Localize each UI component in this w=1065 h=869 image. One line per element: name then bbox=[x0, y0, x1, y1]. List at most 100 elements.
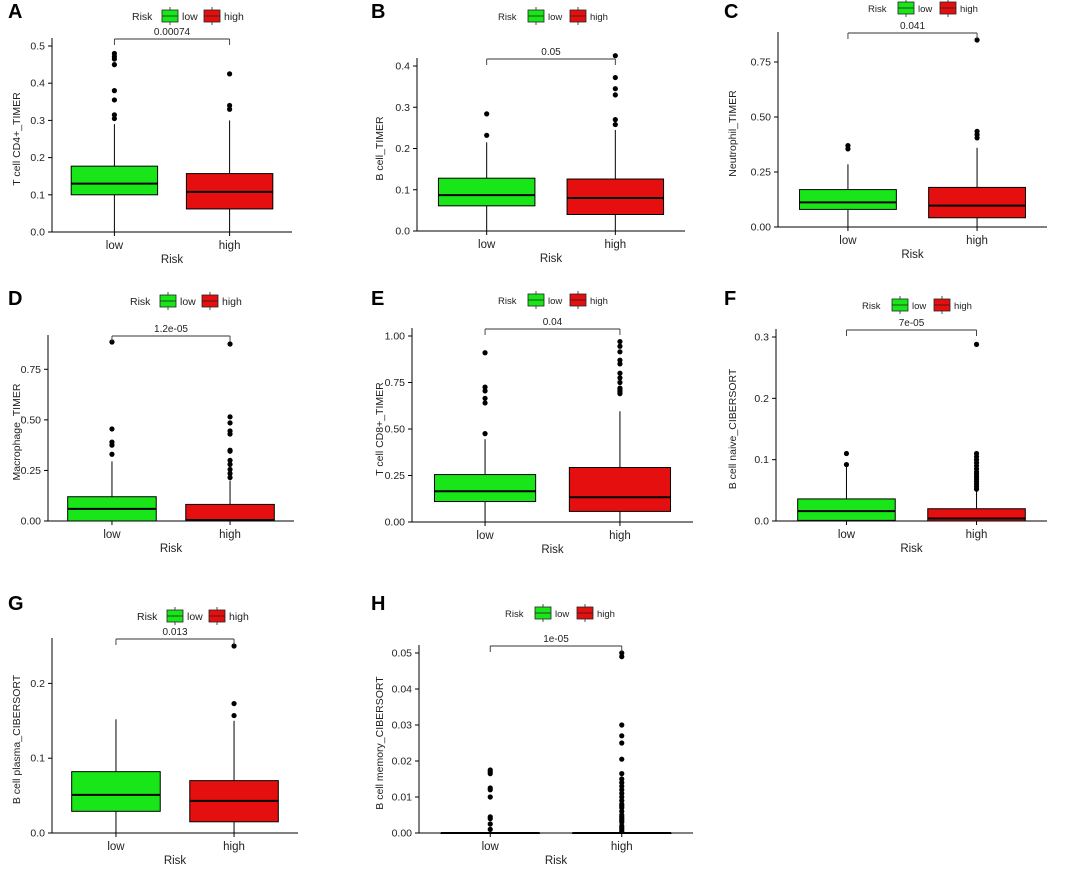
box-low bbox=[71, 719, 161, 833]
y-tick-label: 0.0 bbox=[30, 828, 45, 840]
outlier-point bbox=[619, 756, 625, 762]
x-tick-label-low: low bbox=[839, 235, 857, 247]
legend-key-high: high bbox=[201, 292, 242, 310]
panel-d: D Risk low high 0.00 0.25 0.50 0.75 Macrophage_T… bbox=[8, 288, 294, 555]
outlier-point bbox=[619, 794, 625, 800]
box-body-low bbox=[433, 474, 537, 503]
y-tick-label: 0.01 bbox=[392, 792, 413, 804]
significance-bracket: 1e-05 bbox=[489, 634, 623, 652]
outlier-point bbox=[617, 349, 623, 355]
p-value-label: 0.041 bbox=[900, 21, 925, 32]
box-low bbox=[437, 111, 536, 231]
legend-key-low: low bbox=[166, 607, 203, 625]
significance-bracket: 0.05 bbox=[486, 47, 616, 65]
x-tick-label-low: low bbox=[482, 841, 500, 853]
outlier-point bbox=[227, 474, 233, 481]
y-tick-label: 0.75 bbox=[21, 364, 42, 376]
outlier-point bbox=[619, 650, 625, 656]
y-tick-label: 0.4 bbox=[395, 61, 410, 73]
outlier-point bbox=[619, 790, 625, 797]
outlier-point bbox=[484, 111, 490, 117]
outlier-point bbox=[227, 447, 233, 453]
box-body-low bbox=[797, 498, 896, 521]
x-tick-label-low: low bbox=[838, 529, 856, 541]
legend-key-high: high bbox=[208, 607, 249, 625]
x-axis-label: Risk bbox=[160, 543, 183, 555]
box-high bbox=[566, 53, 665, 231]
x-axis-label: Risk bbox=[901, 249, 924, 261]
box-low bbox=[67, 339, 157, 522]
y-axis-label: B cell plasma_CIBERSORT bbox=[11, 674, 23, 804]
box-low bbox=[799, 143, 897, 227]
x-tick-label-high: high bbox=[223, 841, 245, 853]
legend: Risk low high bbox=[137, 607, 249, 625]
legend: Risk low high bbox=[498, 7, 608, 25]
legend-label-low: low bbox=[182, 11, 198, 23]
y-tick-label: 0.00 bbox=[21, 516, 42, 528]
outlier-point bbox=[843, 461, 850, 468]
outlier-point bbox=[843, 450, 850, 457]
box-body-low bbox=[71, 771, 161, 812]
y-tick-label: 0.03 bbox=[392, 720, 413, 732]
outlier-point bbox=[612, 74, 618, 81]
legend-key-low: low bbox=[534, 604, 569, 622]
panel-letter: A bbox=[8, 1, 22, 23]
significance-bracket: 0.041 bbox=[847, 21, 978, 39]
x-axis-label: Risk bbox=[545, 855, 568, 867]
outlier-point bbox=[482, 431, 488, 437]
panel-letter: B bbox=[371, 1, 385, 23]
outlier-point bbox=[227, 71, 233, 77]
outlier-point bbox=[619, 812, 625, 818]
outlier-point bbox=[482, 350, 488, 356]
y-axis-label: T cell CD8+_TIMER bbox=[374, 382, 386, 476]
legend-label-high: high bbox=[954, 301, 972, 312]
legend-label-low: low bbox=[918, 4, 932, 15]
box-body-low bbox=[437, 177, 536, 207]
outlier-point bbox=[619, 808, 625, 815]
legend-key-low: low bbox=[527, 7, 562, 25]
legend-title: Risk bbox=[130, 296, 151, 308]
y-tick-label: 0.25 bbox=[385, 470, 406, 482]
outlier-point bbox=[619, 780, 625, 786]
outlier-point bbox=[617, 357, 623, 363]
outlier-point bbox=[482, 395, 488, 401]
y-tick-label: 0.04 bbox=[392, 684, 413, 696]
y-tick-label: 0.0 bbox=[30, 227, 45, 239]
legend-label-high: high bbox=[597, 609, 615, 620]
legend-title: Risk bbox=[137, 611, 158, 623]
outlier-point bbox=[111, 112, 117, 118]
x-axis-label: Risk bbox=[540, 253, 563, 265]
legend: Risk low high bbox=[132, 7, 244, 25]
outlier-point bbox=[619, 733, 625, 739]
box-body-high bbox=[185, 503, 275, 522]
significance-bracket: 7e-05 bbox=[846, 318, 977, 336]
outlier-point bbox=[487, 767, 493, 773]
p-value-label: 0.00074 bbox=[154, 27, 191, 38]
y-tick-label: 0.1 bbox=[30, 189, 45, 201]
legend-title: Risk bbox=[868, 4, 887, 15]
legend-title: Risk bbox=[498, 296, 517, 307]
y-tick-label: 0.00 bbox=[385, 517, 406, 529]
outlier-point bbox=[845, 143, 851, 149]
panel-letter: D bbox=[8, 288, 22, 310]
outlier-point bbox=[487, 826, 493, 833]
y-tick-label: 0.5 bbox=[30, 41, 45, 53]
significance-bracket: 1.2e-05 bbox=[111, 324, 231, 342]
legend-label-low: low bbox=[548, 12, 562, 23]
outlier-point bbox=[227, 106, 233, 112]
outlier-point bbox=[612, 117, 618, 123]
panel-letter: F bbox=[724, 288, 736, 310]
outlier-point bbox=[619, 654, 625, 660]
y-tick-label: 0.1 bbox=[30, 753, 45, 765]
y-axis-label: Neutrophil_TIMER bbox=[727, 90, 739, 177]
legend: Risk low high bbox=[498, 291, 608, 309]
box-high bbox=[571, 650, 672, 834]
outlier-point bbox=[111, 88, 117, 94]
outlier-point bbox=[617, 361, 623, 367]
x-tick-label-high: high bbox=[219, 240, 241, 252]
outlier-point bbox=[619, 740, 625, 746]
box-body-low bbox=[799, 189, 897, 210]
legend: Risk low high bbox=[868, 0, 978, 17]
y-tick-label: 0.2 bbox=[30, 152, 45, 164]
